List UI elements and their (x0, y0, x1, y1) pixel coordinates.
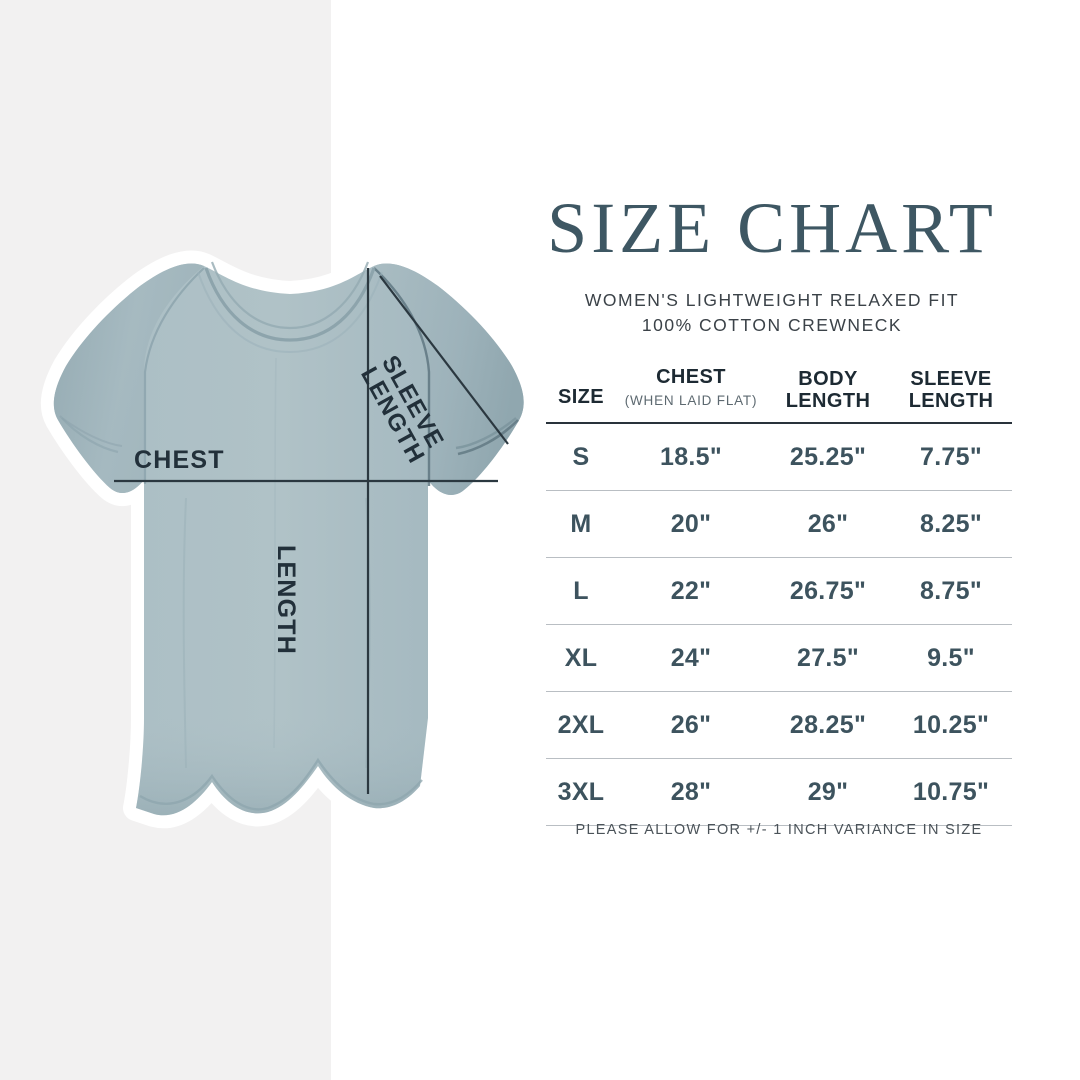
cell-size: L (546, 557, 616, 625)
cell-chest: 22" (616, 557, 766, 625)
table-row: M 20" 26" 8.25" (546, 490, 1012, 558)
table-header: SIZE CHEST (WHEN LAID FLAT) BODY LENGTH … (546, 366, 1012, 424)
tshirt-body (53, 263, 524, 816)
subtitle-line-1: WOMEN'S LIGHTWEIGHT RELAXED FIT (584, 290, 960, 310)
cell-chest: 26" (616, 691, 766, 759)
tshirt-crewneck-collar (197, 261, 383, 354)
cell-body-length: 27.5" (766, 624, 890, 692)
variance-note: PLEASE ALLOW FOR +/- 1 INCH VARIANCE IN … (575, 822, 983, 838)
tshirt-hem (136, 718, 428, 816)
chest-label: CHEST (134, 446, 225, 474)
table-row: L 22" 26.75" 8.75" (546, 557, 1012, 625)
cell-size: XL (546, 624, 616, 692)
cell-size: M (546, 490, 616, 558)
length-label: LENGTH (272, 545, 300, 655)
size-chart-panel: SIZE CHART WOMEN'S LIGHTWEIGHT RELAXED F… (512, 0, 1032, 1080)
page-title: SIZE CHART (547, 188, 997, 268)
cell-sleeve-length: 10.25" (890, 691, 1012, 759)
table-row: 3XL 28" 29" 10.75" (546, 758, 1012, 826)
table-row: 2XL 26" 28.25" 10.25" (546, 691, 1012, 759)
cell-chest: 28" (616, 758, 766, 826)
size-measurements-table: SIZE CHEST (WHEN LAID FLAT) BODY LENGTH … (546, 366, 1012, 826)
column-header-sleeve-length: SLEEVE LENGTH (890, 366, 1012, 424)
cell-sleeve-length: 10.75" (890, 758, 1012, 826)
cell-body-length: 25.25" (766, 423, 890, 491)
cell-body-length: 28.25" (766, 691, 890, 759)
cell-chest: 24" (616, 624, 766, 692)
cell-sleeve-length: 7.75" (890, 423, 1012, 491)
sleeve-length-measure-line (379, 275, 509, 445)
cell-body-length: 29" (766, 758, 890, 826)
column-header-body-length: BODY LENGTH (766, 366, 890, 424)
tshirt-sleeve-cuffs (59, 415, 519, 456)
table-body: S 18.5" 25.25" 7.75" M 20" 26" 8.25" L 2… (546, 423, 1012, 826)
tshirt-diagram (40, 250, 536, 829)
cell-sleeve-length: 8.25" (890, 490, 1012, 558)
tshirt-illustration-panel: CHEST LENGTH SLEEVE LENGTH (40, 250, 536, 829)
cell-size: S (546, 423, 616, 491)
page-subtitle: WOMEN'S LIGHTWEIGHT RELAXED FIT 100% COT… (512, 288, 1032, 338)
column-header-size: SIZE (546, 366, 616, 424)
table-row: S 18.5" 25.25" 7.75" (546, 423, 1012, 491)
cell-size: 3XL (546, 758, 616, 826)
cell-body-length: 26" (766, 490, 890, 558)
measurement-lines (114, 268, 509, 794)
cell-chest: 20" (616, 490, 766, 558)
cell-sleeve-length: 9.5" (890, 624, 1012, 692)
cell-sleeve-length: 8.75" (890, 557, 1012, 625)
table-row: XL 24" 27.5" 9.5" (546, 624, 1012, 692)
subtitle-line-2: 100% COTTON CREWNECK (641, 315, 903, 335)
column-header-chest: CHEST (WHEN LAID FLAT) (616, 366, 766, 424)
table-header-row: SIZE CHEST (WHEN LAID FLAT) BODY LENGTH … (546, 366, 1012, 424)
tshirt-left-sleeve (53, 263, 205, 494)
cell-size: 2XL (546, 691, 616, 759)
cell-chest: 18.5" (616, 423, 766, 491)
cell-body-length: 26.75" (766, 557, 890, 625)
